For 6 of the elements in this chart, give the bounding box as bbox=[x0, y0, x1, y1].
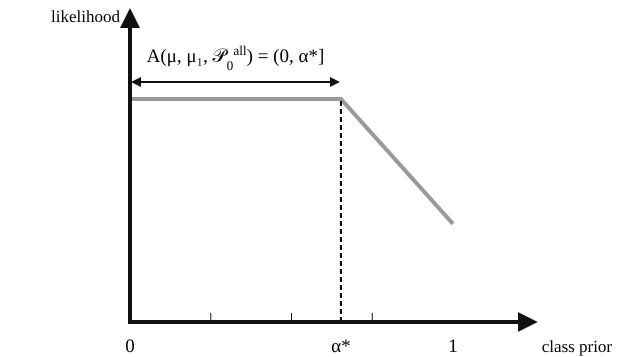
y-axis-title: likelihood bbox=[51, 7, 120, 26]
x-tick-label: α* bbox=[331, 336, 351, 357]
x-tick-label: 0 bbox=[125, 336, 135, 357]
text: A(μ, μ₁, 𝒫$_{0}$$^{all}$) = (0, α*] bbox=[146, 42, 324, 72]
x-axis-title: class prior bbox=[542, 337, 612, 356]
x-tick-label: 1 bbox=[448, 336, 458, 357]
